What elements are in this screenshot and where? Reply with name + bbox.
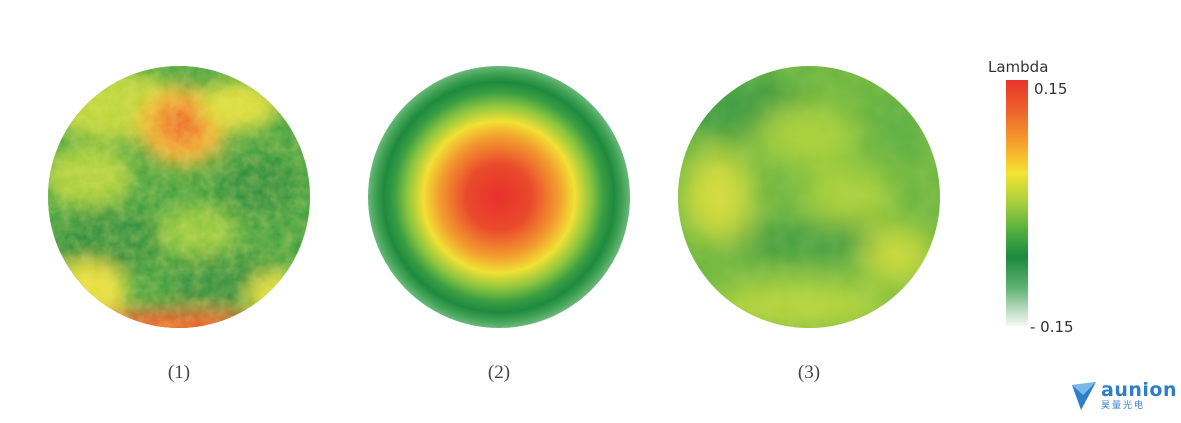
map-caption-1: (1) bbox=[167, 362, 191, 383]
aunion-logo: aunion 昊量光电 bbox=[1071, 381, 1177, 411]
paper-plane-icon bbox=[1072, 382, 1096, 410]
colorbar-min-label: - 0.15 bbox=[1030, 318, 1074, 336]
map-caption-2: (2) bbox=[487, 362, 511, 383]
lambda-map-1 bbox=[48, 66, 310, 328]
logo-name: aunion bbox=[1101, 379, 1177, 401]
lambda-map-3 bbox=[678, 66, 940, 328]
logo-subtitle: 昊量光电 bbox=[1101, 401, 1146, 411]
colorbar-title: Lambda bbox=[988, 58, 1049, 76]
colorbar-max-label: 0.15 bbox=[1034, 80, 1068, 98]
colorbar bbox=[1006, 80, 1028, 326]
lambda-map-2 bbox=[368, 66, 630, 328]
map-caption-3: (3) bbox=[797, 362, 821, 383]
